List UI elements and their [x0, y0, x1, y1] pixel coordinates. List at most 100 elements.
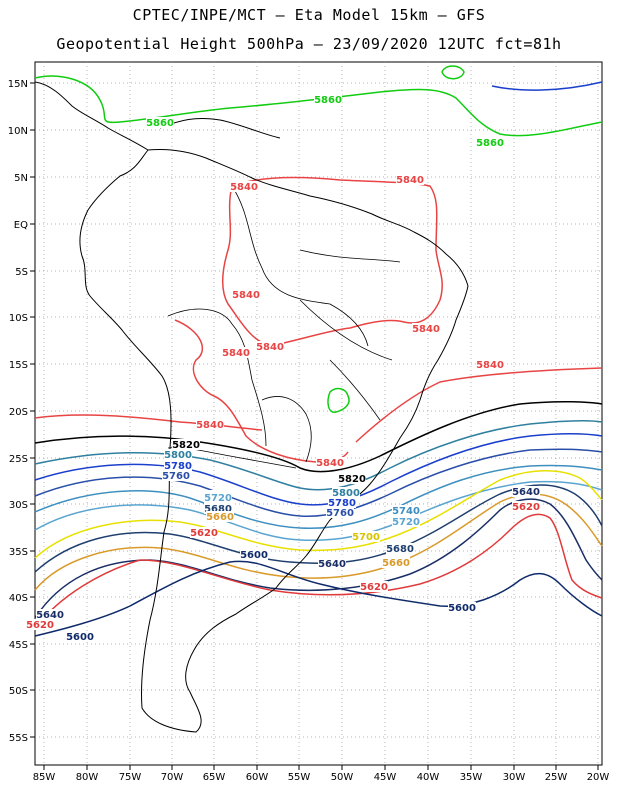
lon-tick-label: 50W — [331, 772, 354, 783]
contour-label-bg — [66, 631, 94, 642]
lat-tick-label: 45S — [9, 640, 28, 651]
contour-label-bg — [326, 507, 354, 518]
contour-label: 5840 — [232, 290, 260, 301]
contour-label-bg — [512, 486, 540, 497]
contour-label: 5840 — [476, 360, 504, 371]
coastline-layer — [34, 81, 469, 733]
contour-label-bg — [360, 581, 388, 592]
lon-tick-label: 70W — [161, 772, 184, 783]
contour-label-bg — [164, 449, 192, 460]
contour-label-bg — [314, 94, 342, 105]
lon-tick-label: 40W — [417, 772, 440, 783]
lat-tick-label: 10N — [8, 126, 28, 137]
contour-label: 5600 — [448, 603, 476, 614]
contour-5740 — [34, 464, 603, 530]
coastline-south-america — [79, 149, 469, 733]
longitude-axis: 85W 80W 75W 70W 65W 60W 55W 50W 45W 40W 35W 30W 25W 2… — [33, 765, 609, 783]
contour-label: 5600 — [240, 550, 268, 561]
contour-5680 — [34, 484, 603, 573]
border-paraguay — [261, 396, 312, 463]
contour-label-bg — [36, 609, 64, 620]
contour-5820 — [34, 400, 603, 473]
lat-tick-label: 10S — [9, 313, 28, 324]
contour-5600 — [34, 560, 603, 637]
lat-tick-label: 25S — [9, 454, 28, 465]
contour-5840-atlantic — [355, 367, 603, 443]
contour-label-bg — [172, 439, 200, 450]
contour-5880-cell — [441, 65, 465, 80]
contour-label-bg — [332, 487, 360, 498]
contour-label-bg — [26, 619, 54, 630]
contour-label-bg — [476, 359, 504, 370]
contour-label: 5740 — [392, 506, 420, 517]
contour-label-bg — [392, 505, 420, 516]
contour-label-bg — [412, 323, 440, 334]
contour-label-bg — [396, 174, 424, 185]
coastline-central-america — [34, 81, 149, 151]
lat-tick-label: 5N — [14, 173, 28, 184]
contour-5840-amazon — [222, 176, 443, 347]
contour-label-bg — [204, 503, 232, 514]
lat-tick-label: 15N — [8, 79, 28, 90]
contour-label: 5680 — [204, 504, 232, 515]
contour-label-bg — [256, 341, 284, 352]
contour-label-bg — [448, 602, 476, 613]
contour-label: 5840 — [396, 175, 424, 186]
contour-label-bg — [230, 181, 258, 192]
lon-tick-label: 25W — [545, 772, 568, 783]
contour-label-bg — [318, 558, 346, 569]
contour-label: 5620 — [360, 582, 388, 593]
contour-label: 5840 — [196, 420, 224, 431]
contour-5860-brazil — [327, 387, 350, 413]
contour-label-bg — [164, 460, 192, 471]
border-states — [299, 249, 401, 421]
contour-label: 5660 — [206, 512, 234, 523]
contour-label: 5760 — [162, 471, 190, 482]
lat-tick-label: 5S — [15, 267, 28, 278]
contour-label: 5840 — [412, 324, 440, 335]
map-subtitle: Geopotential Height 500hPa – 23/09/2020 … — [56, 35, 562, 53]
contour-label: 5720 — [392, 517, 420, 528]
contour-label: 5620 — [512, 502, 540, 513]
contour-label: 5760 — [326, 508, 354, 519]
contour-label-bg — [190, 527, 218, 538]
lat-tick-label: 35S — [9, 547, 28, 558]
contour-label: 5820 — [172, 440, 200, 451]
contour-label: 5700 — [352, 532, 380, 543]
contour-label: 5640 — [36, 610, 64, 621]
contour-label: 5620 — [26, 620, 54, 631]
contour-label-bg — [222, 347, 250, 358]
contour-label-bg — [196, 419, 224, 430]
contour-label-bg — [386, 543, 414, 554]
contour-label: 5680 — [386, 544, 414, 555]
contour-label-bg — [162, 470, 190, 481]
lat-tick-label: 40S — [9, 593, 28, 604]
contour-label-bg — [146, 117, 174, 128]
lon-tick-label: 85W — [33, 772, 56, 783]
contour-label-bg — [352, 531, 380, 542]
coastline-caribbean — [159, 117, 281, 139]
lon-tick-label: 30W — [503, 772, 526, 783]
latitude-axis: 15N 10N 5N EQ 5S 10S 15S 20S 25S 30S 35S 40S 45S 50S 5… — [8, 79, 35, 744]
lat-tick-label: EQ — [14, 220, 28, 231]
contour-label-bg — [206, 511, 234, 522]
contour-label-layer: 5860 5860 5860 5840 5840 5840 5840 5840 5840 5840… — [26, 94, 540, 643]
contour-5860-north — [34, 75, 603, 137]
contour-label-bg — [240, 549, 268, 560]
contour-label-bg — [392, 516, 420, 527]
lon-tick-label: 35W — [460, 772, 483, 783]
contour-label: 5800 — [332, 488, 360, 499]
border-brazil-west — [231, 185, 369, 347]
contour-label: 5800 — [164, 450, 192, 461]
contour-label: 5860 — [476, 138, 504, 149]
contour-label-bg — [338, 473, 366, 484]
lat-tick-label: 15S — [9, 360, 28, 371]
contour-label: 5840 — [256, 342, 284, 353]
contour-label: 5720 — [204, 493, 232, 504]
contour-label: 5780 — [328, 498, 356, 509]
contour-label: 5860 — [146, 118, 174, 129]
lat-tick-label: 20S — [9, 407, 28, 418]
contour-label: 5660 — [382, 558, 410, 569]
lat-tick-label: 55S — [9, 733, 28, 744]
